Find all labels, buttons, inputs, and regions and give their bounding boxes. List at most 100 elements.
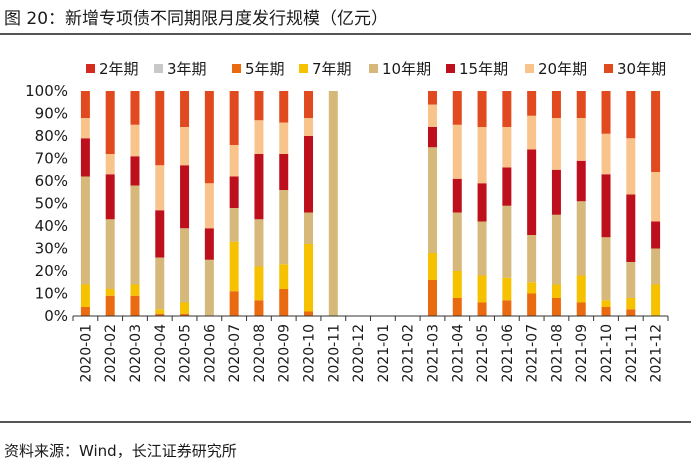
source-note: 资料来源：Wind，长江证券研究所 — [4, 442, 237, 460]
legend-label: 30年期 — [617, 60, 666, 78]
bar-segment — [155, 210, 165, 258]
bar-segment — [551, 169, 561, 215]
bar-segment — [601, 237, 611, 301]
bar-segment — [229, 145, 239, 177]
bar-segment — [626, 138, 636, 195]
y-tick-label: 90% — [35, 105, 68, 123]
bar-segment — [279, 154, 289, 190]
legend-swatch — [154, 64, 163, 73]
bar-segment — [279, 264, 289, 289]
bar-segment — [626, 262, 636, 298]
bar-segment — [304, 91, 314, 118]
figure-title: 图 20：新增专项债不同期限月度发行规模（亿元） — [4, 9, 389, 29]
bar-segment — [527, 149, 537, 235]
plot-area — [80, 91, 661, 316]
bar-segment — [651, 172, 661, 222]
x-tick-label: 2020-10 — [302, 324, 318, 383]
bar-segment — [80, 138, 90, 177]
x-tick-label: 2021-05 — [475, 324, 491, 383]
bar-segment — [130, 295, 140, 316]
bar-segment — [130, 91, 140, 125]
legend-label: 2年期 — [99, 60, 139, 78]
legend-label: 3年期 — [167, 60, 207, 78]
legend-swatch — [446, 64, 455, 73]
bar-segment — [502, 205, 512, 278]
bar-segment — [576, 160, 586, 202]
x-tick-label: 2020-11 — [326, 324, 342, 383]
bar-segment — [180, 228, 190, 303]
bar-segment — [204, 228, 214, 260]
bar-segment — [452, 212, 462, 271]
bar-segment — [254, 91, 264, 121]
bar-segment — [229, 291, 239, 316]
x-tick-label: 2021-09 — [574, 324, 590, 383]
bar-segment — [452, 124, 462, 179]
bar-segment — [427, 127, 437, 148]
bar-segment — [651, 91, 661, 172]
legend-swatch — [86, 64, 95, 73]
bar-segment — [477, 275, 487, 303]
x-tick-label: 2020-12 — [351, 324, 367, 383]
bar-segment — [502, 277, 512, 301]
bar-segment — [551, 118, 561, 170]
bar-segment — [601, 307, 611, 316]
y-tick-label: 50% — [35, 195, 68, 213]
bar-segment — [229, 208, 239, 242]
bar-segment — [254, 219, 264, 267]
bar-segment — [477, 127, 487, 184]
bar-segment — [105, 295, 115, 316]
bar-segment — [477, 302, 487, 316]
legend-swatch — [525, 64, 534, 73]
bar-segment — [551, 298, 561, 316]
bar-segment — [105, 174, 115, 220]
x-tick-label: 2021-07 — [525, 324, 541, 383]
x-axis: 2020-01 2020-02 2020-03 2020-04 2020-05 2020-… — [72, 315, 669, 383]
x-tick-label: 2020-02 — [103, 324, 119, 383]
bar-segment — [452, 271, 462, 298]
bar-segment — [551, 91, 561, 118]
y-tick-label: 20% — [35, 262, 68, 280]
bar-segment — [279, 190, 289, 265]
bar-segment — [130, 156, 140, 186]
bar-segment — [502, 300, 512, 316]
x-tick-label: 2020-07 — [227, 324, 243, 383]
bar-segment — [502, 91, 512, 127]
bar-segment — [180, 313, 190, 316]
bar-segment — [304, 311, 314, 316]
bar-segment — [601, 174, 611, 238]
legend-swatch — [232, 64, 241, 73]
bar-segment — [304, 244, 314, 312]
legend-label: 5年期 — [245, 60, 285, 78]
bar-segment — [155, 257, 165, 310]
bar-segment — [130, 284, 140, 296]
bar-segment — [204, 183, 214, 229]
bar-segment — [477, 183, 487, 222]
bar-segment — [155, 313, 165, 316]
bar-segment — [180, 91, 190, 127]
bar-segment — [651, 284, 661, 316]
bar-segment — [105, 154, 115, 175]
bar-segment — [80, 284, 90, 307]
legend: 2年期 3年期 5年期 7年期 10年期 15年期 20年期 30年期 — [86, 60, 666, 78]
y-tick-label: 60% — [35, 172, 68, 190]
legend-label: 10年期 — [382, 60, 431, 78]
y-tick-label: 80% — [35, 127, 68, 145]
bar-segment — [576, 302, 586, 316]
x-tick-label: 2020-04 — [153, 324, 169, 383]
bar-segment — [155, 91, 165, 166]
bar-segment — [80, 307, 90, 316]
bar-segment — [527, 282, 537, 294]
bar-segment — [452, 178, 462, 213]
legend-label: 20年期 — [538, 60, 587, 78]
bottom-divider — [0, 421, 691, 423]
y-tick-label: 30% — [35, 240, 68, 258]
bar-segment — [576, 201, 586, 276]
x-tick-label: 2021-10 — [599, 324, 615, 383]
y-tick-label: 100% — [25, 82, 68, 100]
top-divider — [0, 33, 691, 35]
bar-segment — [502, 127, 512, 168]
x-tick-label: 2021-02 — [401, 324, 417, 383]
x-tick-label: 2021-01 — [376, 324, 392, 383]
bar-segment — [229, 241, 239, 292]
bar-segment — [105, 289, 115, 296]
